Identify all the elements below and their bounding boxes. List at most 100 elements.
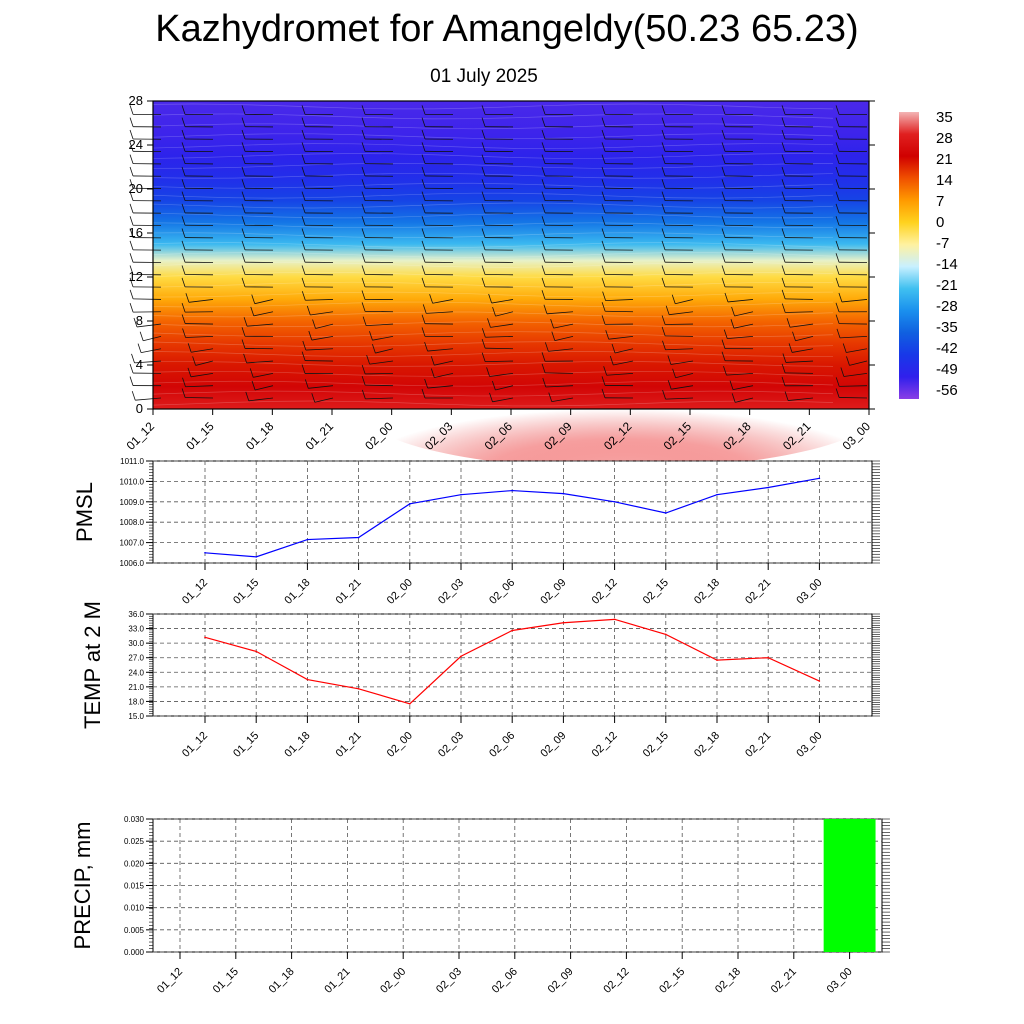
data-point	[204, 552, 206, 554]
wind-barb-feather	[551, 331, 556, 341]
ytick-label: 1006.0	[120, 559, 145, 568]
wind-barb	[843, 372, 868, 377]
ytick-label: 1009.0	[120, 498, 145, 507]
wind-barb-feather	[361, 389, 366, 399]
xtick-label: 02_00	[385, 577, 415, 607]
wind-barb-feather	[181, 129, 186, 140]
contour-line	[152, 113, 834, 120]
heatmap-ytick-label: 16	[129, 225, 143, 240]
wind-barb-feather	[721, 216, 726, 226]
wind-barb-feather	[541, 265, 546, 275]
wind-barb-feather	[601, 302, 606, 312]
wind-barb	[485, 347, 514, 350]
wind-barb-feather	[721, 105, 726, 115]
contour-line	[152, 291, 834, 298]
wind-barb-feather	[721, 228, 726, 238]
wind-barb-feather	[361, 117, 366, 127]
ytick-label: 21.0	[128, 683, 144, 692]
wind-barb-feather	[181, 117, 186, 127]
colorbar-label: -21	[936, 277, 958, 294]
wind-barb-feather	[781, 105, 786, 115]
xtick-label: 01_15	[231, 730, 261, 760]
ytick-label: 0.030	[124, 815, 145, 824]
contour-line	[152, 321, 834, 328]
contour-line	[152, 361, 834, 367]
wind-barb	[785, 298, 814, 300]
wind-barb	[839, 336, 868, 339]
wind-barb-feather	[601, 117, 606, 127]
wind-barb-feather	[781, 191, 786, 201]
wind-barb-feather	[601, 129, 606, 140]
wind-barb-feather	[835, 377, 840, 387]
wind-barb-feather	[792, 331, 796, 341]
wind-barb-feather	[541, 166, 546, 177]
wind-barb-feather	[782, 353, 787, 363]
wind-barb-feather	[541, 240, 546, 251]
wind-barb	[426, 311, 454, 314]
xtick-label: 01_21	[334, 577, 364, 607]
wind-barb-feather	[788, 343, 793, 353]
wind-barb-feather	[835, 154, 840, 164]
ytick-label: 1008.0	[120, 518, 145, 527]
wind-barb-feather	[361, 142, 366, 152]
wind-barb-feather	[312, 319, 316, 329]
wind-barb	[191, 348, 214, 353]
wind-barb-feather	[241, 240, 246, 251]
wind-barb	[365, 372, 394, 375]
xtick-label: 02_21	[743, 730, 773, 760]
wind-barb-feather	[721, 179, 726, 189]
wind-barb-feather	[601, 191, 606, 201]
wind-barb	[495, 385, 514, 391]
wind-barb	[311, 336, 334, 341]
wind-barb-feather	[541, 105, 546, 115]
wind-barb-feather	[781, 129, 786, 140]
wind-barb	[366, 323, 394, 327]
wind-barb-feather	[731, 306, 735, 317]
wind-barb	[670, 360, 694, 365]
wind-barb	[548, 348, 574, 352]
wind-barb-feather	[665, 305, 670, 315]
wind-barb-feather	[481, 105, 486, 115]
data-point	[460, 655, 462, 658]
wind-barb-feather	[721, 203, 726, 214]
wind-barb-feather	[304, 379, 309, 389]
wind-barb-feather	[835, 179, 840, 189]
wind-barb-feather	[361, 216, 366, 226]
wind-barb	[553, 323, 574, 329]
wind-barb-feather	[481, 191, 486, 201]
contour-line	[152, 143, 834, 149]
wind-barb-feather	[302, 340, 307, 351]
wind-barb-feather	[603, 366, 608, 376]
wind-barb	[669, 311, 694, 316]
wind-barb-feather	[835, 142, 840, 152]
wind-barb	[185, 385, 214, 388]
wind-barb-feather	[661, 228, 666, 238]
wind-barb	[185, 336, 214, 338]
ytick-label: 33.0	[128, 625, 144, 634]
wind-barb	[492, 397, 514, 403]
wind-barb-feather	[181, 179, 186, 189]
wind-barb	[135, 397, 162, 401]
xtick-label: 02_12	[601, 966, 631, 996]
wind-barb-feather	[835, 105, 840, 115]
wind-barb-feather	[781, 303, 786, 313]
data-point	[460, 493, 462, 496]
data-point	[306, 678, 309, 681]
wind-barb-feather	[601, 376, 606, 386]
wind-barb-feather	[185, 293, 190, 303]
wind-barb-feather	[846, 356, 850, 366]
wind-barb-feather	[306, 305, 311, 316]
wind-barb-feather	[241, 339, 246, 349]
colorbar-label: 35	[936, 109, 953, 126]
wind-barb	[495, 311, 514, 317]
heatmap-ytick-label: 8	[136, 313, 143, 328]
wind-barb	[427, 348, 454, 352]
wind-barb-feather	[492, 307, 496, 317]
xtick-label: 03_00	[794, 730, 824, 760]
wind-barb-feather	[421, 228, 426, 238]
wind-barb-feather	[301, 277, 306, 287]
wind-barb	[727, 299, 754, 303]
wind-barb-feather	[181, 142, 186, 152]
xtick-label: 02_21	[769, 966, 799, 996]
